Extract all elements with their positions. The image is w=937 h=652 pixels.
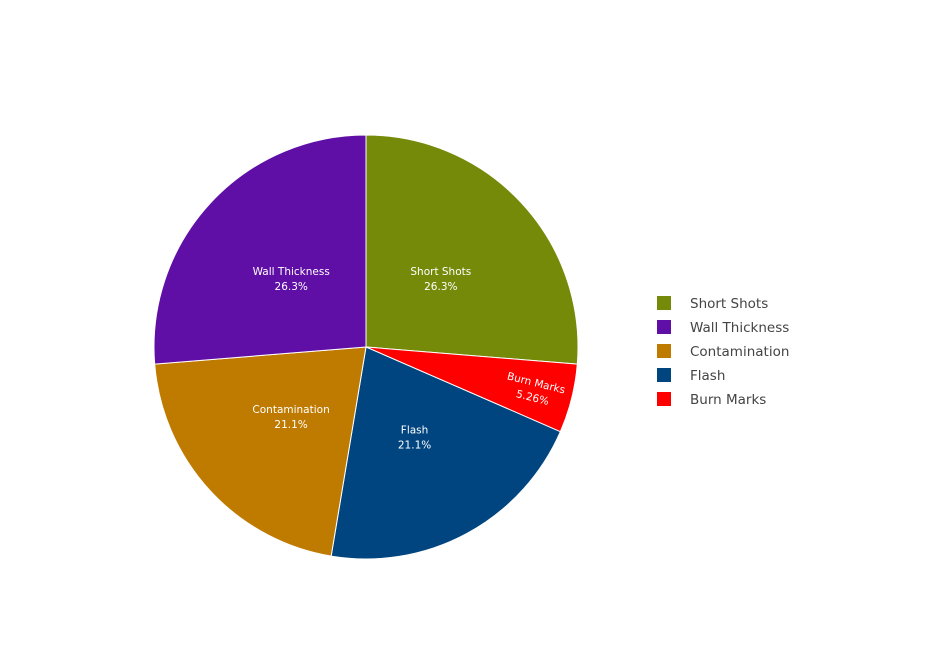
- legend-label: Wall Thickness: [690, 320, 789, 336]
- slice-percent-text: 21.1%: [274, 419, 307, 431]
- slice-percent-text: 26.3%: [424, 281, 457, 293]
- pie-slice-contamination[interactable]: [154, 346, 367, 557]
- legend-swatch: [657, 296, 671, 310]
- legend-label: Burn Marks: [690, 392, 766, 408]
- legend-swatch: [657, 344, 671, 358]
- legend-label: Flash: [690, 368, 725, 384]
- legend-item-short-shots[interactable]: Short Shots: [657, 296, 768, 312]
- legend-swatch: [657, 392, 671, 406]
- slice-percent-text: 21.1%: [398, 439, 431, 451]
- legend-label: Short Shots: [690, 296, 768, 312]
- slice-percent-text: 26.3%: [275, 281, 308, 293]
- pie-slice-short-shots[interactable]: [365, 134, 579, 365]
- pie-slice-flash[interactable]: [330, 346, 562, 560]
- slice-label-wall-thickness: Wall Thickness 26.3%: [253, 266, 330, 293]
- legend-item-flash[interactable]: Flash: [657, 368, 725, 384]
- slice-name-text: Wall Thickness: [253, 266, 330, 278]
- legend-item-wall-thickness[interactable]: Wall Thickness: [657, 320, 789, 336]
- slice-label-contamination: Contamination 21.1%: [252, 404, 329, 431]
- legend-item-contamination[interactable]: Contamination: [657, 344, 789, 360]
- slice-label-flash: Flash 21.1%: [398, 424, 431, 451]
- legend: Short Shots Wall Thickness Contamination Fl…: [657, 296, 789, 408]
- slice-name-text: Flash: [401, 424, 429, 436]
- legend-swatch: [657, 368, 671, 382]
- pie-slice-wall-thickness[interactable]: [153, 134, 367, 365]
- slice-name-text: Contamination: [252, 404, 329, 416]
- slice-label-short-shots: Short Shots 26.3%: [410, 266, 471, 293]
- legend-label: Contamination: [690, 344, 789, 360]
- pie-slices: [153, 134, 579, 560]
- legend-item-burn-marks[interactable]: Burn Marks: [657, 392, 766, 408]
- legend-swatch: [657, 320, 671, 334]
- slice-name-text: Short Shots: [410, 266, 471, 278]
